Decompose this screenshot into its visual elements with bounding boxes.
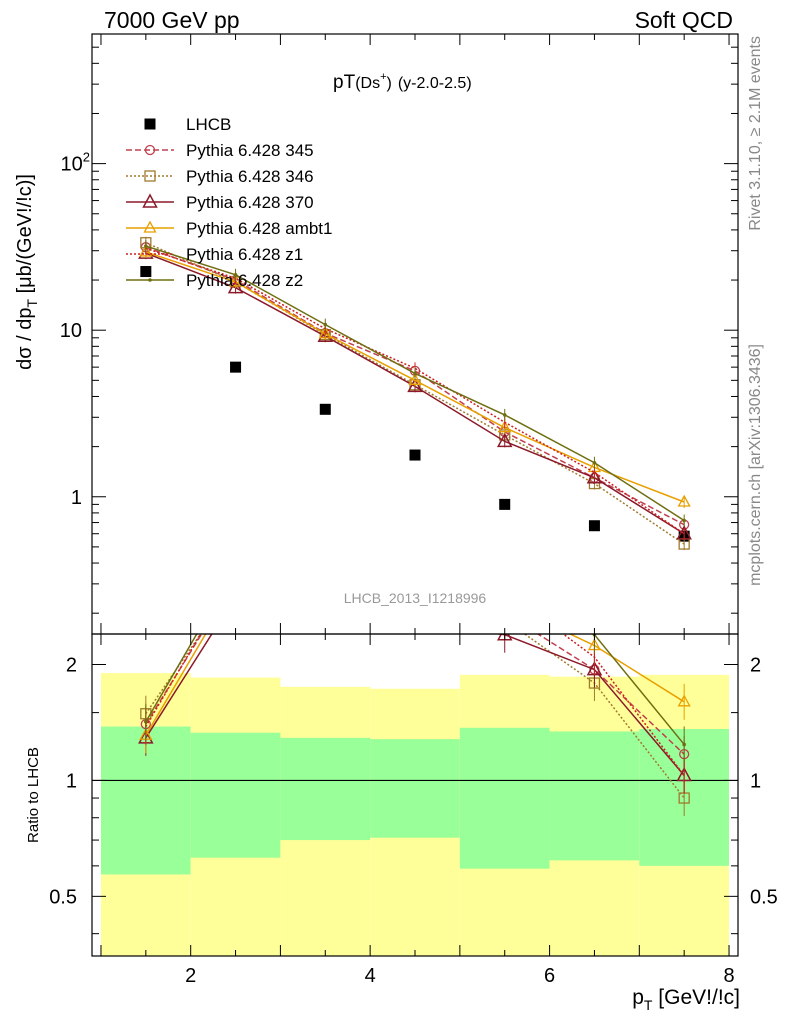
mc-point [318, 326, 332, 339]
legend-label: Pythia 6.428 345 [186, 141, 314, 160]
legend-entry-p370: Pythia 6.428 370 [126, 193, 314, 212]
header-left-label: 7000 GeV pp [104, 7, 240, 33]
mc-point [586, 469, 603, 484]
legend-entry-data: LHCB [144, 115, 231, 134]
data-point [230, 361, 242, 373]
y-tick-label: 1 [71, 487, 82, 509]
ratio-point [321, 600, 330, 609]
analysis-id-label: LHCB_2013_I1218996 [344, 590, 487, 606]
green-band-bin [370, 739, 460, 838]
y-tick-label: 10 [60, 320, 82, 342]
series-line [145, 252, 685, 535]
ratio-y-tick-label-right: 2 [750, 654, 761, 676]
legend-marker [144, 170, 156, 182]
mc-point [682, 518, 686, 523]
legend-label: Pythia 6.428 z2 [186, 271, 303, 290]
ratio-point [230, 577, 241, 587]
ratio-point [503, 572, 507, 576]
y-axis-label: dσ / dpT [μb/(GeV!/!c)] [14, 174, 40, 370]
ratio-point [320, 603, 330, 613]
ratio-y-tick-label-left: 1 [66, 770, 77, 792]
header-right-label: Soft QCD [635, 7, 733, 33]
mc-point [323, 322, 328, 327]
ratio-y-tick-label-left: 0.5 [49, 886, 77, 908]
mc-point [227, 279, 244, 294]
legend-entry-z2: Pythia 6.428 z2 [126, 271, 303, 290]
legend-label: Pythia 6.428 ambt1 [186, 219, 332, 238]
mcplots-label: mcplots.cern.ch [arXiv:1306.3436] [747, 344, 764, 586]
data-point [588, 520, 600, 532]
legend-marker [143, 220, 157, 233]
series-z2 [144, 240, 686, 527]
mc-point [413, 371, 417, 376]
mc-point [498, 420, 512, 433]
ratio-y-tick-label-right: 0.5 [750, 886, 778, 908]
chart-title: pT(Ds+) (y-2.0-2.5) [333, 71, 472, 93]
x-tick-label: 4 [365, 965, 376, 987]
ratio-point [677, 694, 691, 707]
legend-marker [144, 118, 156, 130]
ratio-uncertainty-bands [92, 673, 738, 956]
ratio-point [409, 615, 422, 627]
legend-marker [142, 193, 158, 208]
ratio-point [229, 590, 242, 602]
legend-label: LHCB [186, 115, 231, 134]
ratio-point [500, 609, 509, 618]
ratio-point [319, 604, 332, 616]
legend-label: Pythia 6.428 z1 [186, 245, 303, 264]
mc-point [407, 377, 423, 393]
green-band-bin [459, 727, 550, 869]
x-tick-label: 8 [723, 965, 734, 987]
legend-label: Pythia 6.428 370 [186, 193, 314, 212]
ratio-point [320, 600, 331, 610]
mc-point [233, 273, 238, 277]
ratio-point [682, 742, 686, 747]
ratio-point [234, 565, 238, 569]
legend-entry-p345: Pythia 6.428 345 [126, 141, 314, 160]
axes: 2 4 6 8 1 10 102 0.5 0.5 1 1 2 2 [49, 33, 778, 987]
legend-entry-z1: Pythia 6.428 z1 [126, 245, 303, 264]
mc-point [144, 244, 148, 248]
rivet-version-label: Rivet 3.1.10, ≥ 2.1M events [747, 36, 764, 231]
legend-marker [148, 278, 152, 282]
ratio-point [231, 575, 240, 584]
mc-point [228, 274, 243, 287]
x-tick-label: 2 [185, 965, 196, 987]
mc-point [502, 413, 507, 417]
main-panel [138, 236, 692, 551]
ratio-point [144, 719, 148, 724]
data-point [140, 266, 152, 278]
y-tick-label: 102 [61, 150, 90, 176]
series-data [140, 266, 690, 542]
data-point [499, 498, 511, 510]
legend-entry-ambt1: Pythia 6.428 ambt1 [126, 219, 332, 238]
ratio-y-tick-label-left: 2 [66, 654, 77, 676]
ratio-point [499, 597, 510, 607]
ratio-point [231, 578, 241, 588]
green-band-bin [190, 732, 281, 858]
ratio-point [500, 615, 510, 625]
x-axis-label: pT [GeV!/!c] [632, 986, 740, 1013]
mc-point [592, 460, 597, 465]
legend-label: Pythia 6.428 346 [186, 167, 314, 186]
legend-entry-p346: Pythia 6.428 346 [126, 167, 314, 186]
mc-point [677, 494, 691, 507]
mc-point [139, 244, 153, 257]
data-point [409, 449, 421, 461]
green-band-bin [280, 737, 371, 841]
green-band-bin [549, 731, 640, 861]
series-p370 [138, 244, 692, 540]
ratio-y-tick-label-right: 1 [750, 770, 761, 792]
legend: LHCB Pythia 6.428 345 Pythia 6.428 346 Pyth… [126, 115, 332, 290]
ratio-y-axis-label: Ratio to LHCB [25, 747, 42, 843]
mc-point [496, 432, 513, 448]
ratio-point [410, 613, 420, 623]
x-tick-label: 6 [544, 965, 555, 987]
legend-marker [144, 144, 156, 156]
ratio-point [323, 583, 327, 587]
mc-point [408, 372, 422, 385]
data-point [319, 403, 331, 415]
